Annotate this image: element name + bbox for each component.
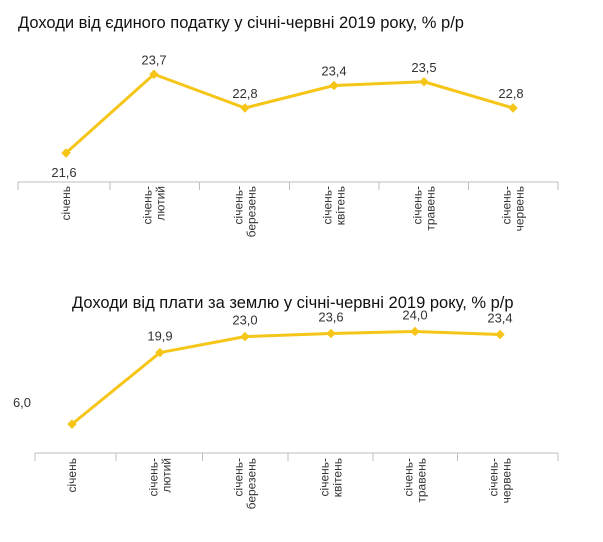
data-point-marker [149,69,159,79]
data-point-marker [326,328,336,339]
data-label: 23,4 [321,64,346,79]
data-label: 22,8 [498,86,523,101]
x-tick-label: січень-травень [402,458,429,503]
x-tick-label-line: січень- [411,186,425,224]
chart-1-income-single-tax: 21,6 23,7 22,8 23,4 23,5 22,8 січень січень-лют… [17,52,559,237]
x-tick-label-line: січень [59,186,73,220]
data-point-marker [67,419,77,429]
data-point-marker [240,103,250,113]
x-tick-label: січень [65,458,79,492]
data-point-marker [508,103,518,113]
data-point-marker [495,329,505,340]
x-tick-label: січень-березень [232,186,259,237]
x-tick-label-line: квітень [331,458,345,497]
x-tick-label-line: травень [424,186,438,231]
x-tick-label-line: січень [65,458,79,492]
series-line [64,72,514,155]
x-tick-label-line: січень- [232,458,246,496]
chart-1-title: Доходи від єдиного податку у січні-червн… [18,14,464,32]
x-tick-label-line: січень- [487,458,501,496]
x-tick-label-line: червень [500,458,514,503]
x-tick-label-line: січень- [232,186,246,224]
data-label: 24,0 [402,307,427,322]
data-label: 6,0 [13,395,31,410]
data-label: 19,9 [147,329,172,344]
data-point-marker [329,80,339,91]
x-tick-label: січень-червень [487,458,514,503]
data-label: 22,8 [232,86,257,101]
chart-2-title: Доходи від плати за землю у січні-червні… [72,294,514,312]
x-tick-label-line: березень [245,186,259,237]
x-tick-label-line: червень [513,186,527,231]
data-point-marker [410,326,420,337]
series-line [71,329,501,426]
x-tick-label-line: січень- [500,186,514,224]
x-tick-label-line: січень- [141,186,155,224]
data-label: 23,0 [232,313,257,328]
data-label: 23,5 [411,60,436,75]
x-tick-label-line: січень- [147,458,161,496]
x-tick-label: січень-лютий [141,186,168,224]
x-tick-label: січень-квітень [321,186,348,225]
x-tick-label-line: січень- [402,458,416,496]
data-point-marker [61,148,71,158]
x-tick-label-line: квітень [334,186,348,225]
x-tick-label-line: січень- [318,458,332,496]
x-tick-label-line: травень [415,458,429,503]
x-tick-label: січень-травень [411,186,438,231]
x-tick-label: січень-лютий [147,458,174,496]
data-point-marker [419,77,429,87]
x-tick-label-line: лютий [160,458,174,493]
data-label: 21,6 [51,165,76,180]
data-label: 23,4 [487,311,512,326]
data-label: 23,7 [141,52,166,67]
x-tick-label: січень-квітень [318,458,345,497]
x-tick-label-line: березень [245,458,259,509]
x-tick-label: січень [59,186,73,220]
data-point-marker [155,347,165,358]
x-tick-label-line: січень- [321,186,335,224]
x-tick-label: січень-березень [232,458,259,509]
x-tick-label-line: лютий [154,186,168,221]
x-tick-label: січень-червень [500,186,527,231]
data-label: 23,6 [318,310,343,325]
data-point-marker [240,331,250,342]
